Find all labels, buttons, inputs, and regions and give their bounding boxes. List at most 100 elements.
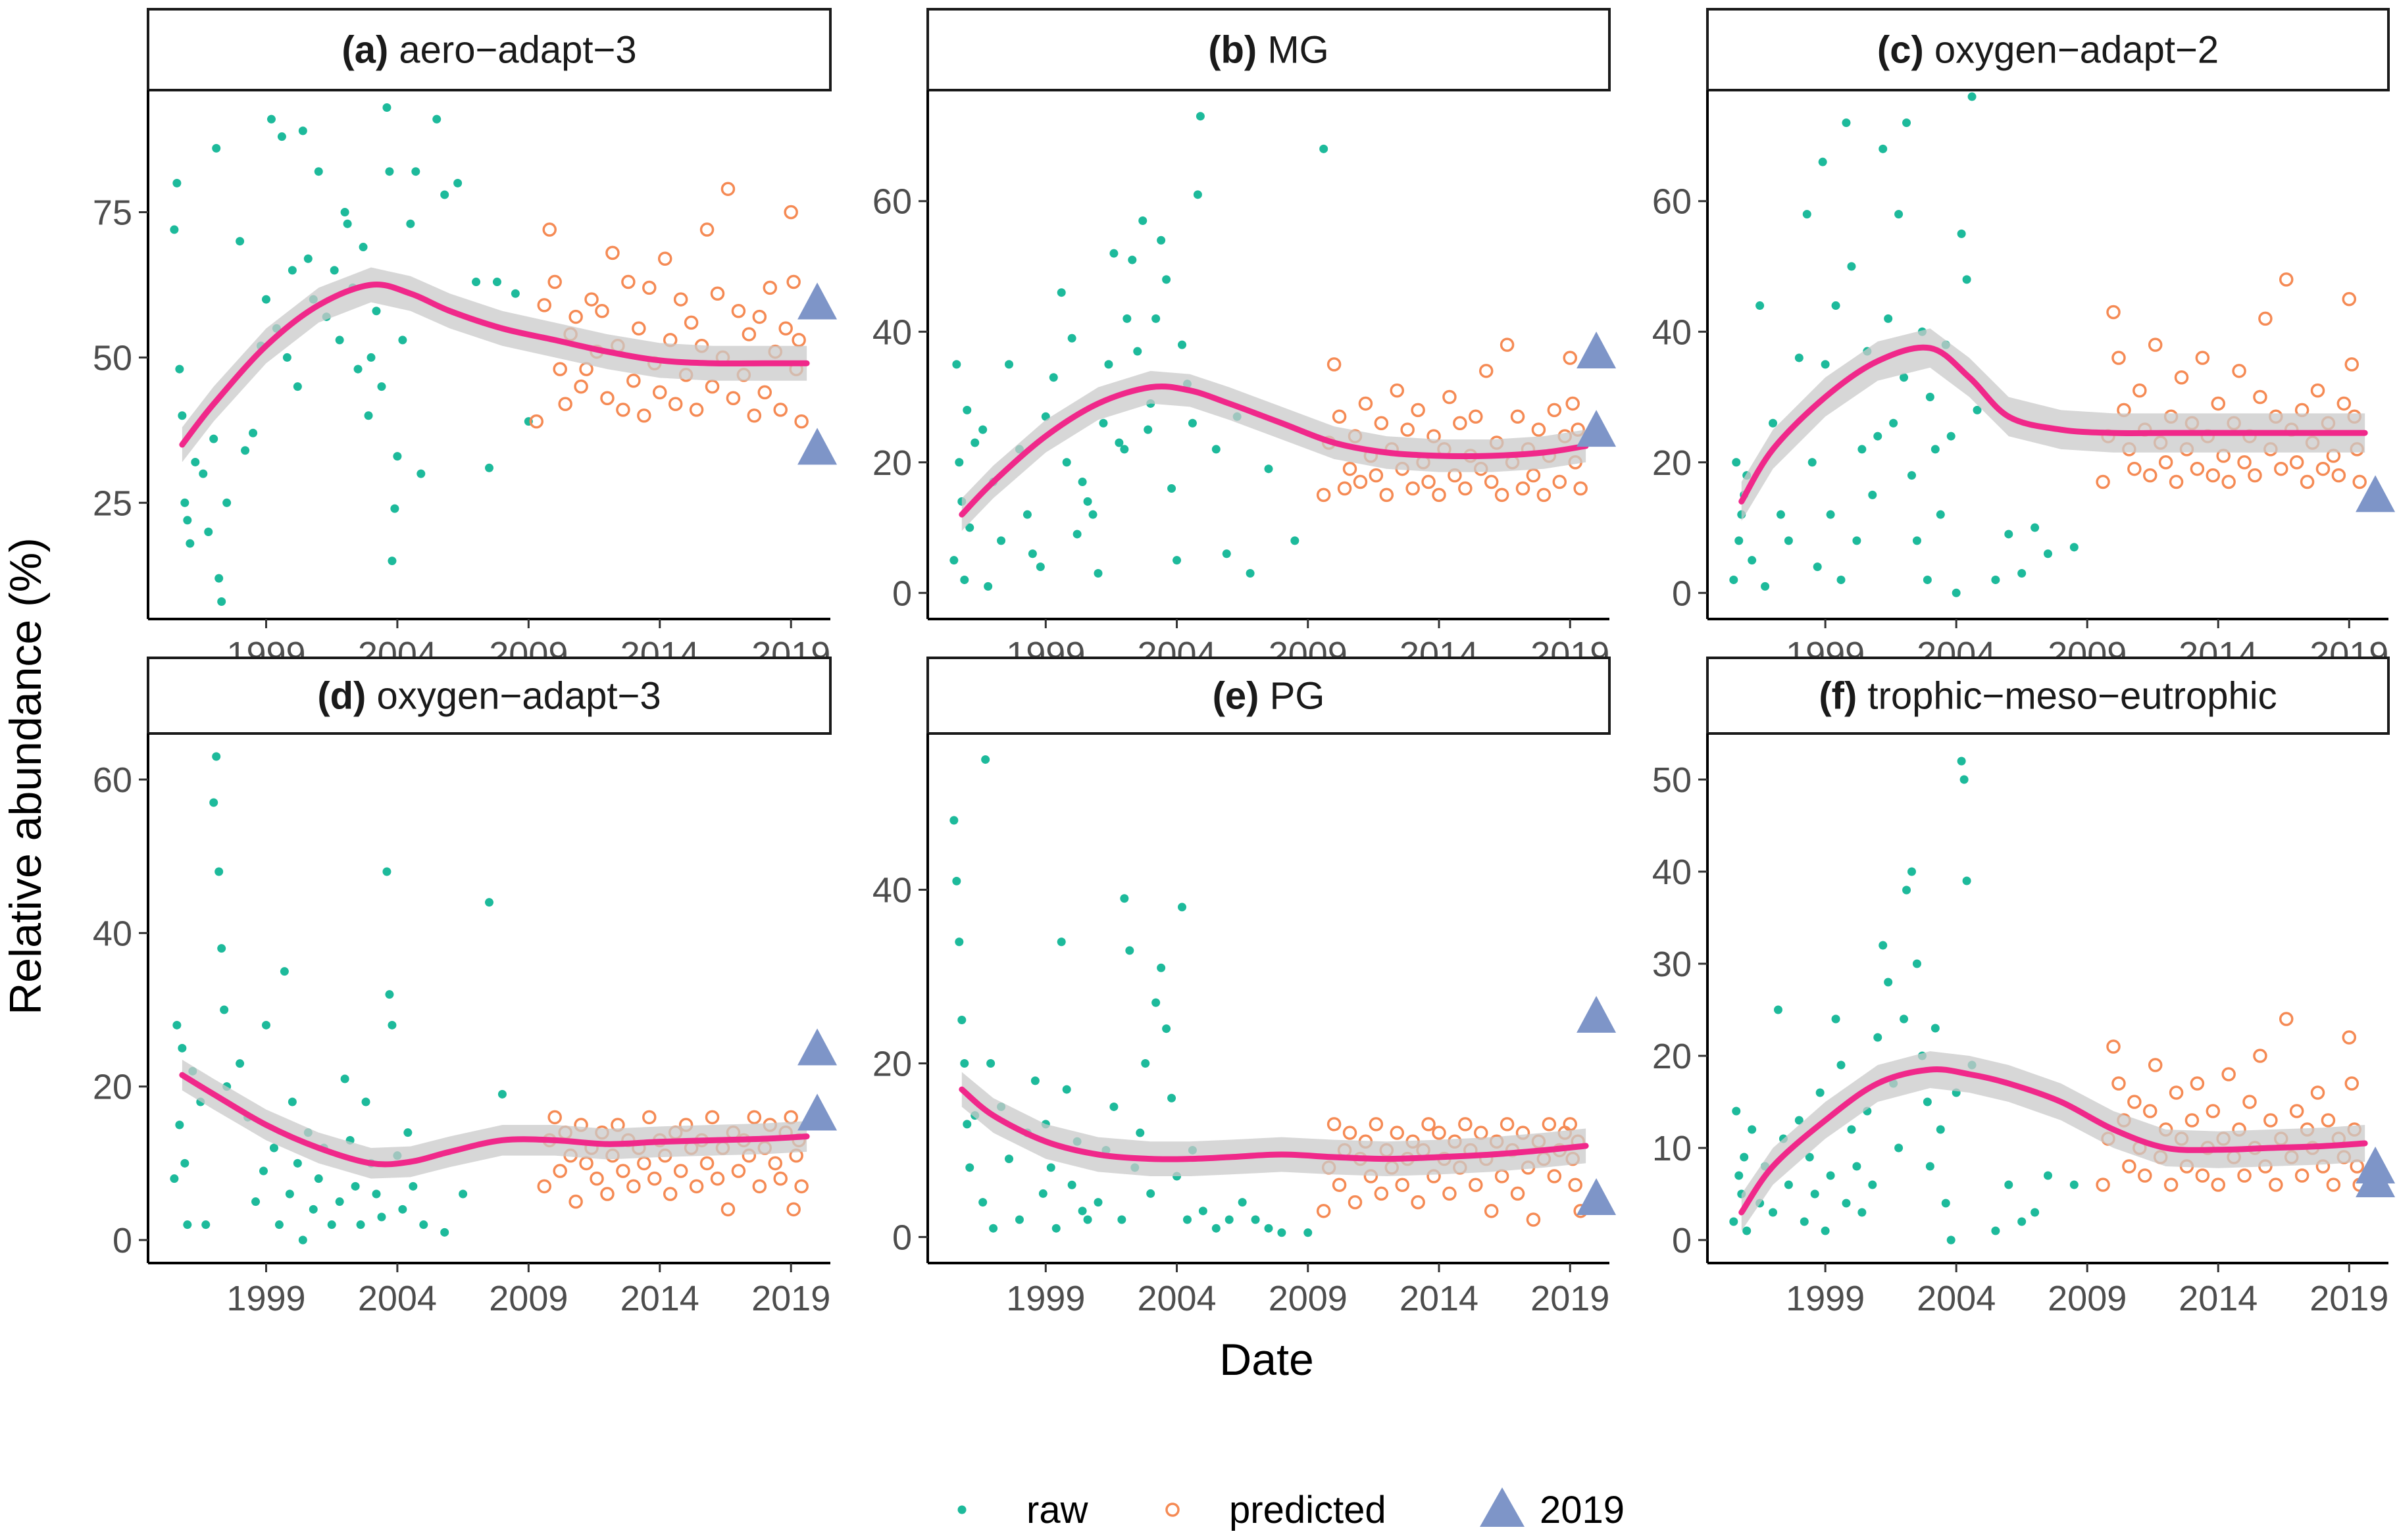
raw-point [261,295,270,304]
predicted-point [1432,1126,1446,1140]
raw-point [1732,458,1741,467]
raw-point [1900,373,1909,382]
y-tick-label: 40 [872,871,912,910]
y-tick-label: 75 [93,193,132,233]
predicted-point [763,280,778,295]
predicted-point [784,205,798,220]
raw-point [1303,1228,1313,1237]
raw-point [1193,190,1202,199]
raw-point [274,1220,284,1230]
predicted-point [684,315,699,330]
predicted-point [2138,1168,2152,1183]
panel-title: (b) MG [1208,29,1329,72]
raw-point [1784,536,1793,545]
predicted-point [2127,1095,2142,1109]
predicted-point [1474,1126,1488,1140]
predicted-point [2106,1039,2121,1054]
raw-point [217,597,226,606]
predicted-point [710,286,725,301]
obs-2019-marker [1577,1178,1617,1216]
predicted-point [1369,1117,1384,1131]
predicted-point [794,1179,809,1194]
raw-point [293,382,302,391]
raw-point [314,1174,323,1183]
raw-point [955,458,964,467]
raw-point [955,937,964,947]
raw-point [403,1128,413,1137]
raw-point [1151,314,1161,323]
predicted-point [2206,1104,2221,1118]
raw-point [1957,757,1966,766]
predicted-point [553,1164,567,1178]
predicted-point [757,385,772,400]
y-tick-label: 20 [93,1068,132,1107]
predicted-point [1542,1117,1557,1131]
raw-point [1807,458,1817,467]
raw-point [986,1058,996,1068]
predicted-point [1421,1117,1436,1131]
raw-point [1036,562,1045,572]
x-tick-label: 1999 [1786,1279,1865,1318]
predicted-point [626,1179,641,1194]
predicted-point [1510,409,1525,424]
raw-point [1157,963,1166,972]
raw-point [180,498,189,507]
raw-point [214,574,224,583]
raw-point [1062,458,1071,467]
raw-point [1046,1163,1055,1172]
raw-point [1923,575,1932,584]
panel-d: (d) oxygen−adapt−3 0 20 40 60 1999 2004 2009 201… [93,657,838,1318]
raw-point [1852,1162,1861,1171]
y-tick-label: 40 [1652,312,1692,352]
y-tick-label: 60 [93,760,132,800]
confidence-ribbon [961,1072,1586,1177]
predicted-point [621,274,636,289]
predicted-point [1510,1186,1525,1201]
predicted-point [616,403,630,417]
raw-point [340,1074,349,1083]
raw-point [259,1166,268,1176]
x-axis-title: Date [1219,1335,1314,1385]
raw-point [393,452,402,461]
raw-point [1238,1198,1247,1207]
raw-point [1734,536,1744,545]
raw-point [1912,536,1921,545]
predicted-point [1526,1212,1541,1227]
predicted-point [2237,1168,2252,1183]
predicted-point [773,1171,788,1186]
raw-point [1821,360,1830,369]
legend-predicted-swatch [1165,1503,1180,1517]
panel-letter: (c) [1877,29,1924,72]
predicted-point [637,1156,651,1171]
x-tick-label: 1999 [1006,1279,1085,1318]
raw-point [178,1043,187,1053]
predicted-point [2263,1113,2278,1128]
obs-2019-marker [1577,995,1617,1033]
predicted-point [657,251,672,266]
predicted-point [2321,1113,2336,1128]
predicted-point [1342,1126,1357,1140]
raw-point [1879,144,1888,153]
predicted-point [1469,1178,1483,1192]
raw-point [175,364,184,374]
predicted-point [2169,1085,2184,1100]
raw-point [1198,1206,1207,1216]
raw-point [1157,236,1166,245]
raw-point [204,527,213,536]
predicted-point [2190,461,2205,476]
raw-point [2017,569,2027,578]
raw-point [356,1220,365,1230]
raw-point [1962,876,1971,885]
predicted-point [2206,468,2221,483]
y-tick-label: 0 [113,1221,132,1260]
predicted-point [1536,487,1552,503]
predicted-point [699,1156,715,1171]
raw-point [1902,885,1911,895]
raw-point [960,1058,969,1068]
raw-point [217,944,226,953]
raw-point [212,752,221,761]
raw-point [989,1224,998,1233]
raw-point [981,755,990,764]
